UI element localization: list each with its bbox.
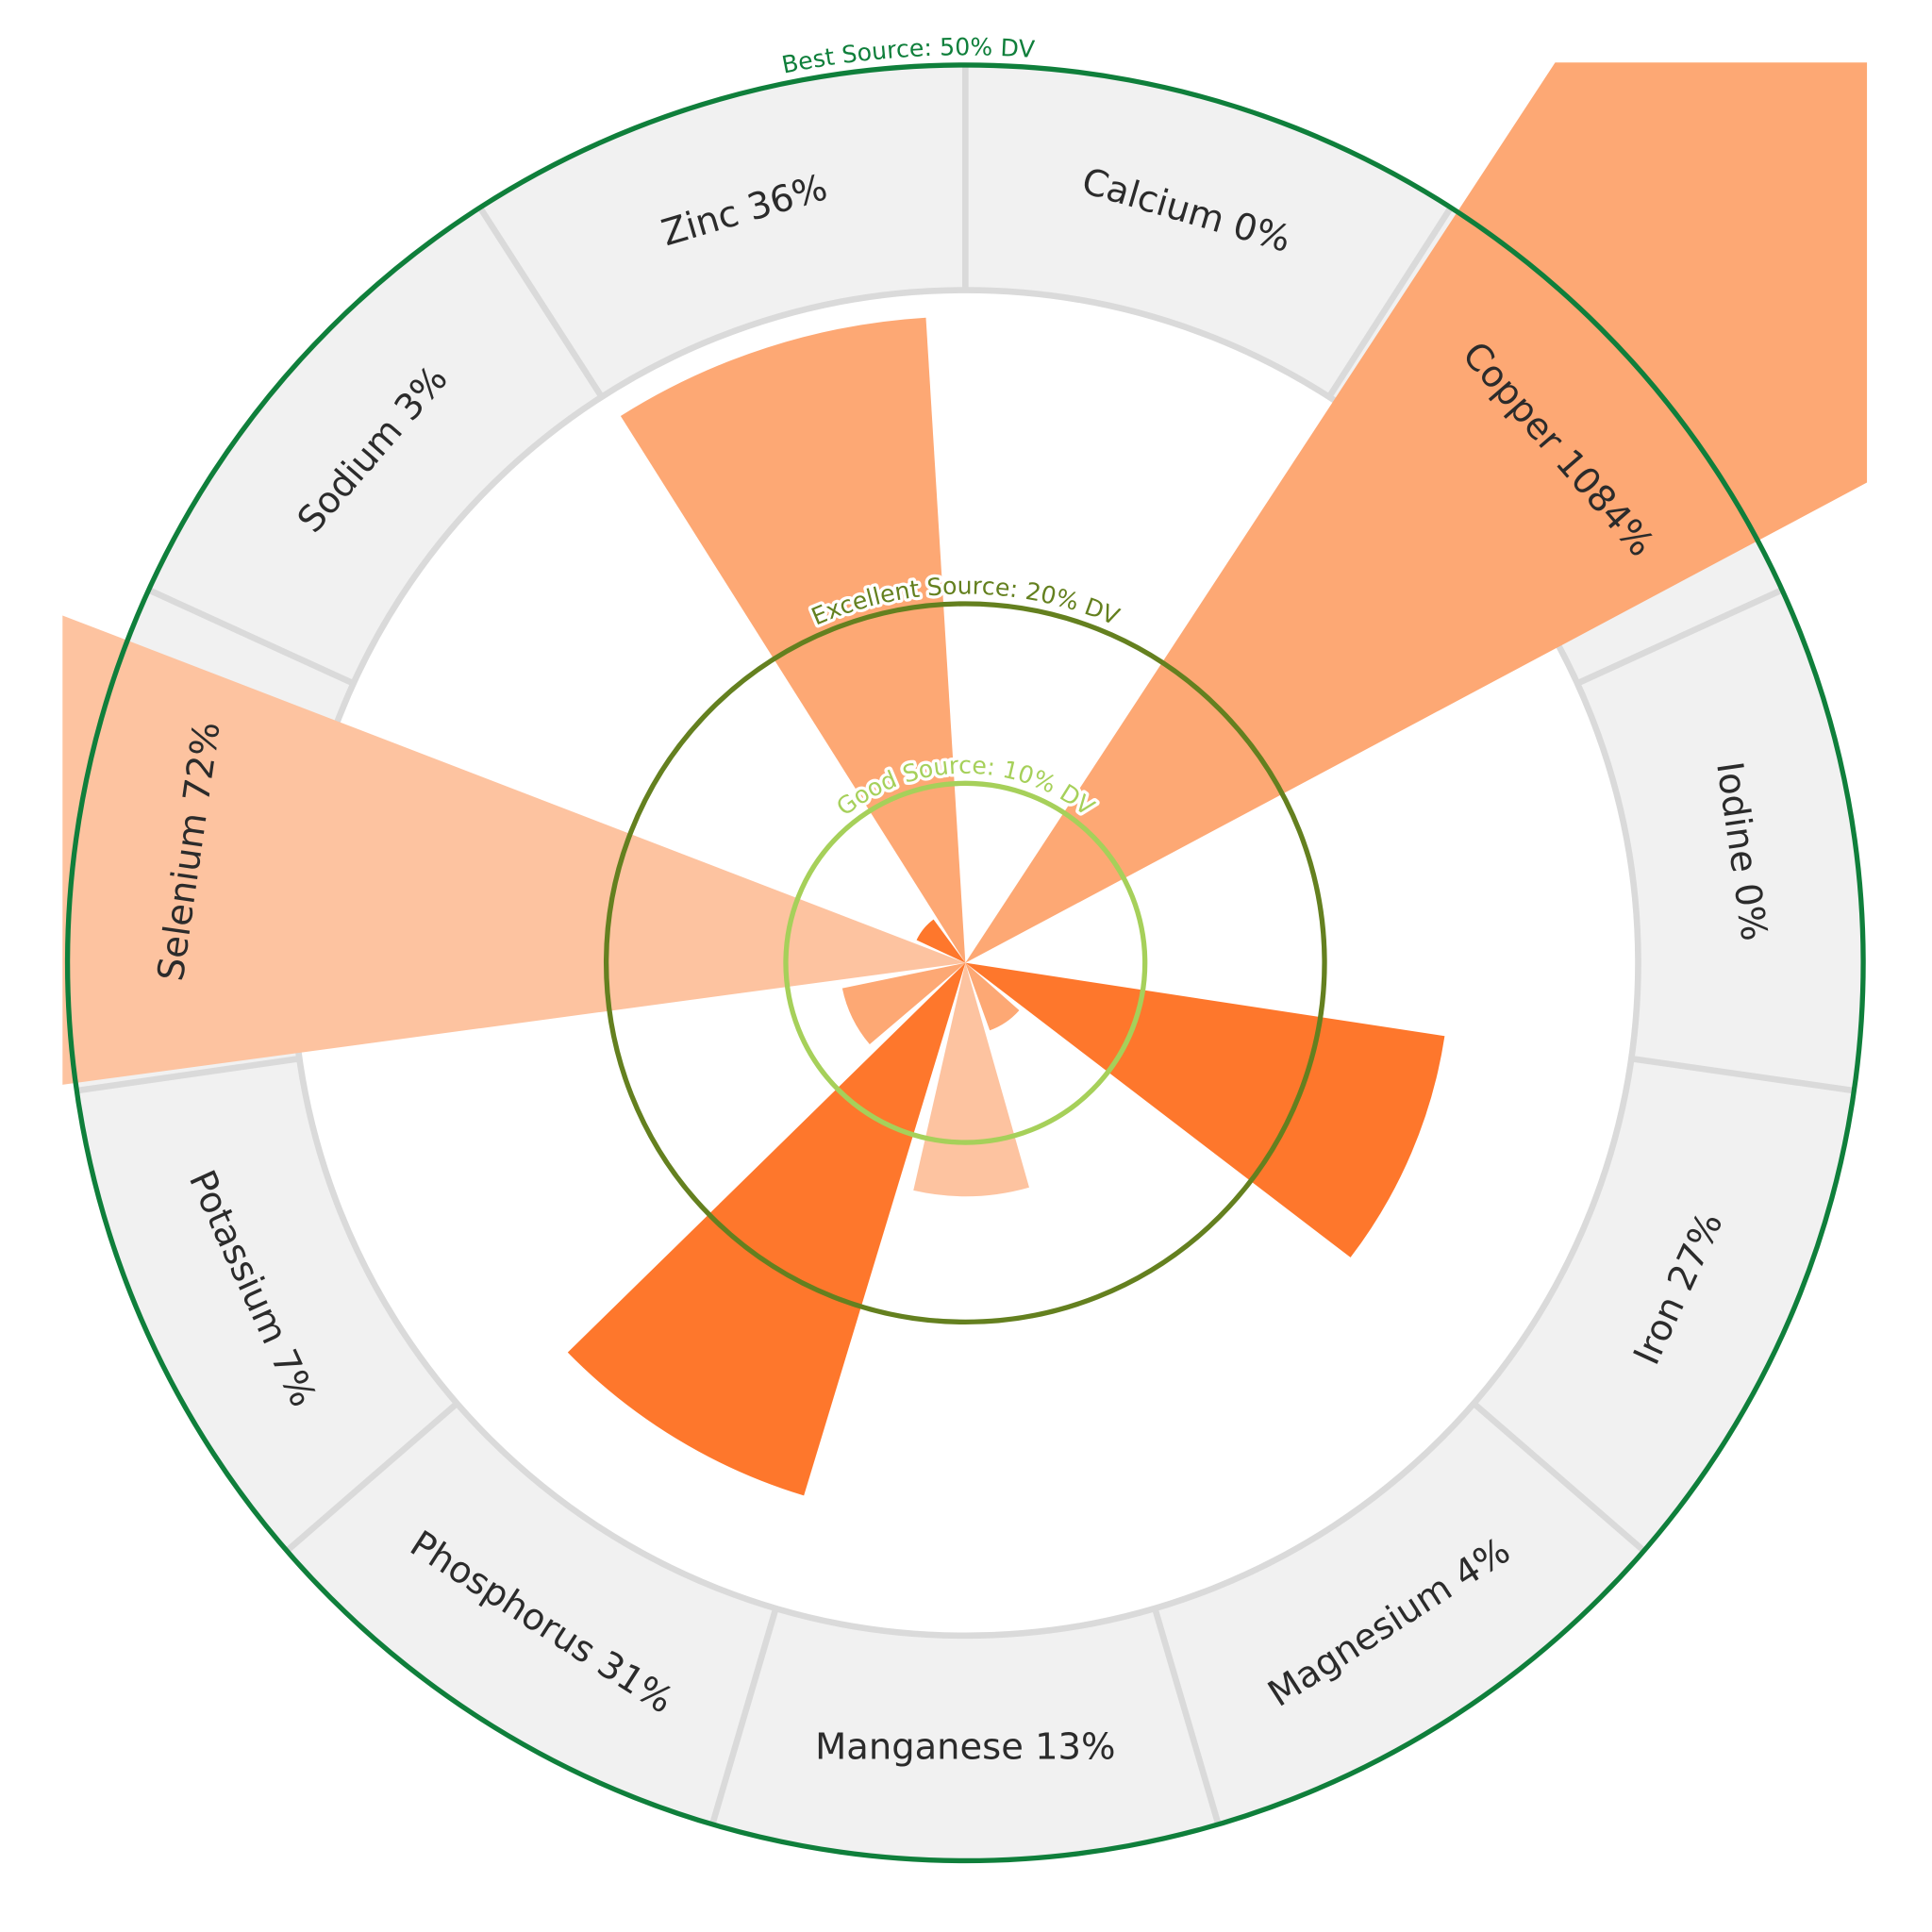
segment-divider [1630,1055,1855,1094]
bar-copper [965,62,1868,963]
bar-iron [965,962,1445,1257]
bar-sodium [916,919,966,963]
segment-divider [284,1401,459,1554]
bars [62,62,1868,1496]
bar-phosphorus [567,962,966,1496]
bar-selenium [62,615,966,1085]
threshold-ring-20 [603,601,1327,1325]
segment-divider [147,587,356,687]
threshold-ring-10 [783,780,1148,1145]
segment-divider [709,1607,779,1825]
threshold-ring-50 [64,62,1866,1864]
bar-magnesium [965,962,1020,1031]
bar-potassium [841,962,966,1045]
segment-divider [1575,587,1784,687]
segment-divider [1472,1401,1646,1554]
segment-divider [1326,206,1454,399]
bar-zinc [620,317,966,963]
segment-divider [1152,1607,1222,1825]
segment-divider [476,206,605,399]
segment-divider [75,1055,300,1094]
label-manganese: Manganese 13% [815,1725,1115,1768]
